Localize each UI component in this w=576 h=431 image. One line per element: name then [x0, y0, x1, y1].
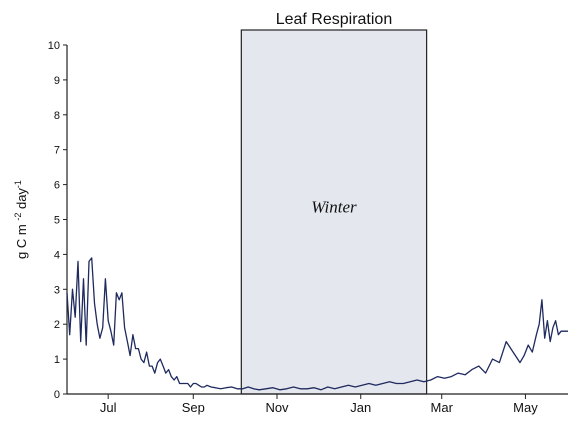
data-series-line — [66, 257, 568, 391]
x-tick-label: Jan — [350, 400, 371, 415]
y-tick-label: 2 — [54, 319, 60, 331]
y-tick-label: 6 — [54, 180, 60, 192]
y-tick-label: 4 — [54, 249, 60, 261]
y-axis-label: g C m -2 day-1 — [13, 180, 29, 259]
x-tick-label: Sep — [182, 400, 205, 415]
y-tick-label: 0 — [54, 389, 60, 401]
chart-title: Leaf Respiration — [276, 11, 393, 28]
y-tick-label: 5 — [54, 215, 60, 227]
x-tick-label: Mar — [431, 400, 454, 415]
y-tick-label: 9 — [54, 75, 60, 87]
x-tick-label: Jul — [100, 400, 117, 415]
y-tick-label: 10 — [48, 40, 60, 52]
x-tick-label: May — [513, 400, 538, 415]
winter-annotation: Winter — [311, 198, 357, 217]
y-tick-label: 3 — [54, 284, 60, 296]
y-tick-label: 8 — [54, 110, 60, 122]
y-tick-label: 1 — [54, 354, 60, 366]
winter-region — [240, 29, 428, 395]
x-tick-label: Nov — [265, 400, 289, 415]
y-tick-label: 7 — [54, 145, 60, 157]
